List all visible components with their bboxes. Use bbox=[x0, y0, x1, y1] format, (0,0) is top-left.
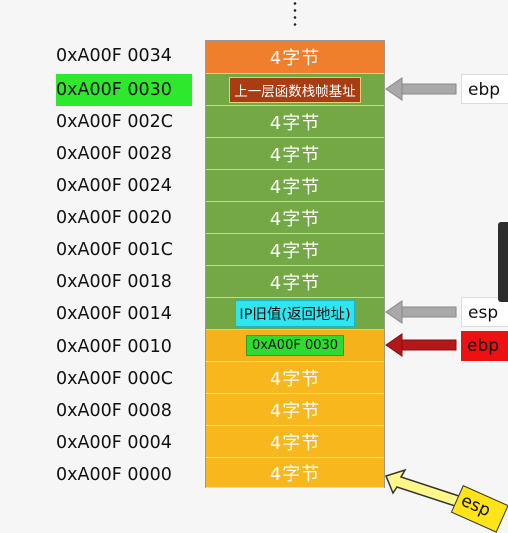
cell-text: 4字节 bbox=[269, 272, 321, 294]
return-address-tag: IP旧值(返回地址) bbox=[235, 300, 355, 327]
cell-text: 4字节 bbox=[269, 112, 321, 134]
stack-cell: 4字节 bbox=[206, 234, 384, 266]
ebp-new-pointer-label: ebp bbox=[461, 331, 508, 361]
address-label: 0xA00F 0024 bbox=[56, 176, 172, 196]
address-label-highlighted: 0xA00F 0030 bbox=[56, 74, 192, 106]
stack-cell: 4字节 bbox=[206, 394, 384, 426]
address-label: 0xA00F 000C bbox=[56, 369, 173, 389]
stack-cell: 4字节 bbox=[206, 138, 384, 170]
address-label: 0xA00F 0004 bbox=[56, 433, 172, 453]
cell-text: 4字节 bbox=[269, 368, 321, 390]
address-label: 0xA00F 0010 bbox=[56, 337, 172, 357]
address-label: 0xA00F 0028 bbox=[56, 144, 172, 164]
stack-cell-saved-ebp: 0xA00F 0030 bbox=[206, 330, 384, 362]
stack-cell: 4字节 bbox=[206, 458, 384, 488]
cell-text: 4字节 bbox=[269, 208, 321, 230]
cell-text: 4字节 bbox=[269, 176, 321, 198]
cell-text: 4字节 bbox=[269, 240, 321, 262]
stack-cell: 4字节 bbox=[206, 362, 384, 394]
address-label: 0xA00F 0014 bbox=[56, 304, 172, 324]
stack-cell: 4字节 bbox=[206, 170, 384, 202]
scrollbar-handle[interactable] bbox=[498, 222, 508, 302]
stack-cell-return-address: IP旧值(返回地址) bbox=[206, 298, 384, 330]
stack-cell: 4字节 bbox=[206, 41, 384, 74]
stack-memory-column: 4字节 上一层函数栈帧基址 4字节 4字节 4字节 4字节 4字节 4字节 IP… bbox=[205, 40, 385, 488]
stack-cell: 4字节 bbox=[206, 202, 384, 234]
esp-bottom-arrow bbox=[384, 468, 463, 508]
continuation-dots bbox=[293, 0, 297, 26]
cell-text: 4字节 bbox=[269, 48, 321, 69]
stack-cell: 4字节 bbox=[206, 426, 384, 458]
address-label: 0xA00F 0018 bbox=[56, 272, 172, 292]
address-label: 0xA00F 001C bbox=[56, 240, 173, 260]
prev-frame-base-tag: 上一层函数栈帧基址 bbox=[229, 76, 361, 103]
address-label: 0xA00F 0008 bbox=[56, 401, 172, 421]
ebp-top-arrow bbox=[385, 77, 457, 101]
saved-ebp-value-tag: 0xA00F 0030 bbox=[245, 335, 345, 356]
ebp-pointer-label: ebp bbox=[461, 74, 508, 104]
esp-pointer-label: esp bbox=[461, 297, 508, 327]
stack-cell: 4字节 bbox=[206, 106, 384, 138]
cell-text: 4字节 bbox=[269, 432, 321, 454]
ebp-red-arrow bbox=[385, 333, 457, 357]
esp-mid-arrow bbox=[385, 300, 457, 324]
address-label: 0xA00F 002C bbox=[56, 112, 173, 132]
address-label: 0xA00F 0020 bbox=[56, 208, 172, 228]
stack-cell: 4字节 bbox=[206, 266, 384, 298]
cell-text: 4字节 bbox=[269, 463, 321, 485]
address-label: 0xA00F 0000 bbox=[56, 465, 172, 485]
cell-text: 4字节 bbox=[269, 144, 321, 166]
stack-cell-prev-frame-base: 上一层函数栈帧基址 bbox=[206, 74, 384, 106]
cell-text: 4字节 bbox=[269, 400, 321, 422]
address-label: 0xA00F 0034 bbox=[56, 46, 172, 66]
